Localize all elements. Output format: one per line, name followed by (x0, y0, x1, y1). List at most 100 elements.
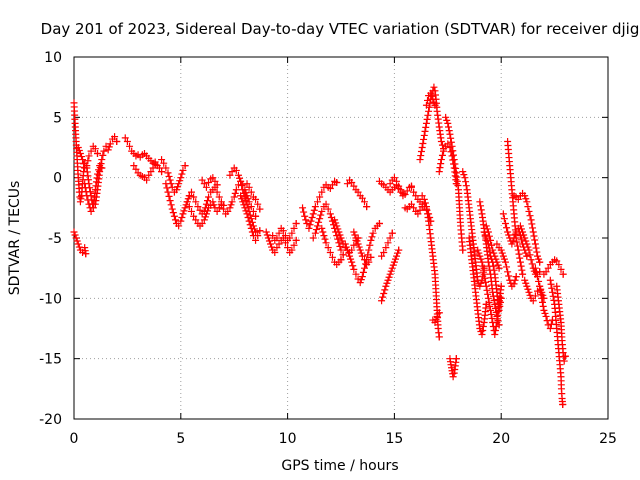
data-point (477, 279, 485, 287)
data-point (491, 331, 499, 339)
data-point (192, 216, 200, 224)
data-point (318, 224, 326, 232)
data-point (560, 357, 568, 365)
data-point (254, 200, 262, 208)
data-point (240, 201, 248, 209)
data-point (317, 211, 325, 219)
data-point (475, 249, 483, 257)
data-point (175, 222, 183, 230)
data-point (503, 224, 511, 232)
data-point (348, 246, 356, 254)
data-point (352, 234, 360, 242)
data-point (542, 312, 550, 320)
data-point (174, 183, 182, 191)
data-point (539, 302, 547, 310)
data-point (500, 215, 508, 223)
data-point (265, 237, 273, 245)
data-point (496, 302, 504, 310)
data-point (511, 231, 519, 239)
data-point (349, 262, 357, 270)
data-point (547, 280, 555, 288)
data-point (383, 279, 391, 287)
data-point (443, 116, 451, 124)
data-point (348, 178, 356, 186)
chart-title: Day 201 of 2023, Sidereal Day-to-day VTE… (41, 20, 640, 38)
data-point (382, 282, 390, 290)
data-point (202, 200, 210, 208)
data-point (437, 160, 445, 168)
data-point (356, 279, 364, 287)
data-point (361, 256, 368, 264)
data-point (300, 208, 308, 216)
y-tick-label: -10 (39, 291, 62, 307)
data-point (478, 331, 486, 339)
data-point (479, 262, 487, 270)
data-point (241, 204, 249, 212)
data-point (483, 225, 491, 233)
data-point (210, 201, 218, 209)
data-point (477, 206, 485, 214)
data-point (491, 252, 499, 260)
data-point (492, 327, 499, 335)
data-point (431, 318, 439, 326)
data-point (382, 244, 390, 252)
data-point (180, 207, 188, 215)
data-point (326, 248, 334, 256)
data-point (263, 231, 271, 239)
data-point (561, 352, 569, 360)
data-point (102, 142, 110, 150)
data-point (420, 195, 428, 203)
data-point (202, 183, 210, 191)
data-point (528, 260, 536, 268)
data-point (487, 306, 495, 314)
data-point (245, 217, 253, 225)
data-point (319, 228, 327, 236)
data-point (459, 168, 467, 176)
data-point (555, 261, 563, 269)
data-point (121, 134, 129, 142)
data-point (77, 153, 85, 161)
data-point (99, 151, 107, 159)
data-point (284, 244, 292, 252)
data-point (508, 240, 516, 248)
data-point (299, 204, 307, 212)
data-point (123, 137, 131, 145)
data-points (70, 83, 569, 409)
data-point (200, 207, 208, 215)
data-point (363, 203, 371, 211)
data-point (243, 200, 251, 208)
data-point (322, 200, 330, 208)
data-point (484, 294, 492, 302)
data-point (521, 192, 529, 200)
data-point (427, 89, 435, 97)
data-point (324, 244, 332, 252)
data-point (111, 133, 119, 141)
data-point (354, 188, 362, 196)
data-point (201, 204, 209, 212)
data-point (179, 166, 187, 174)
data-point (190, 212, 198, 220)
data-point (357, 276, 365, 284)
data-point (316, 193, 324, 201)
data-point (449, 147, 457, 155)
data-point (496, 298, 504, 306)
data-point (520, 231, 528, 239)
data-point (262, 228, 270, 236)
data-point (527, 256, 535, 264)
data-point (494, 317, 502, 325)
data-point (422, 101, 430, 109)
data-point (388, 229, 396, 237)
data-point (519, 228, 527, 236)
y-tick-label: 0 (53, 171, 62, 187)
data-point (419, 139, 427, 147)
data-point (546, 276, 554, 284)
data-point (320, 232, 328, 240)
data-point (522, 279, 530, 287)
data-point (516, 232, 524, 240)
data-point (273, 234, 281, 242)
data-point (487, 310, 495, 318)
data-point (429, 95, 437, 103)
data-point (529, 297, 537, 305)
data-point (164, 188, 172, 196)
data-point (425, 107, 433, 115)
